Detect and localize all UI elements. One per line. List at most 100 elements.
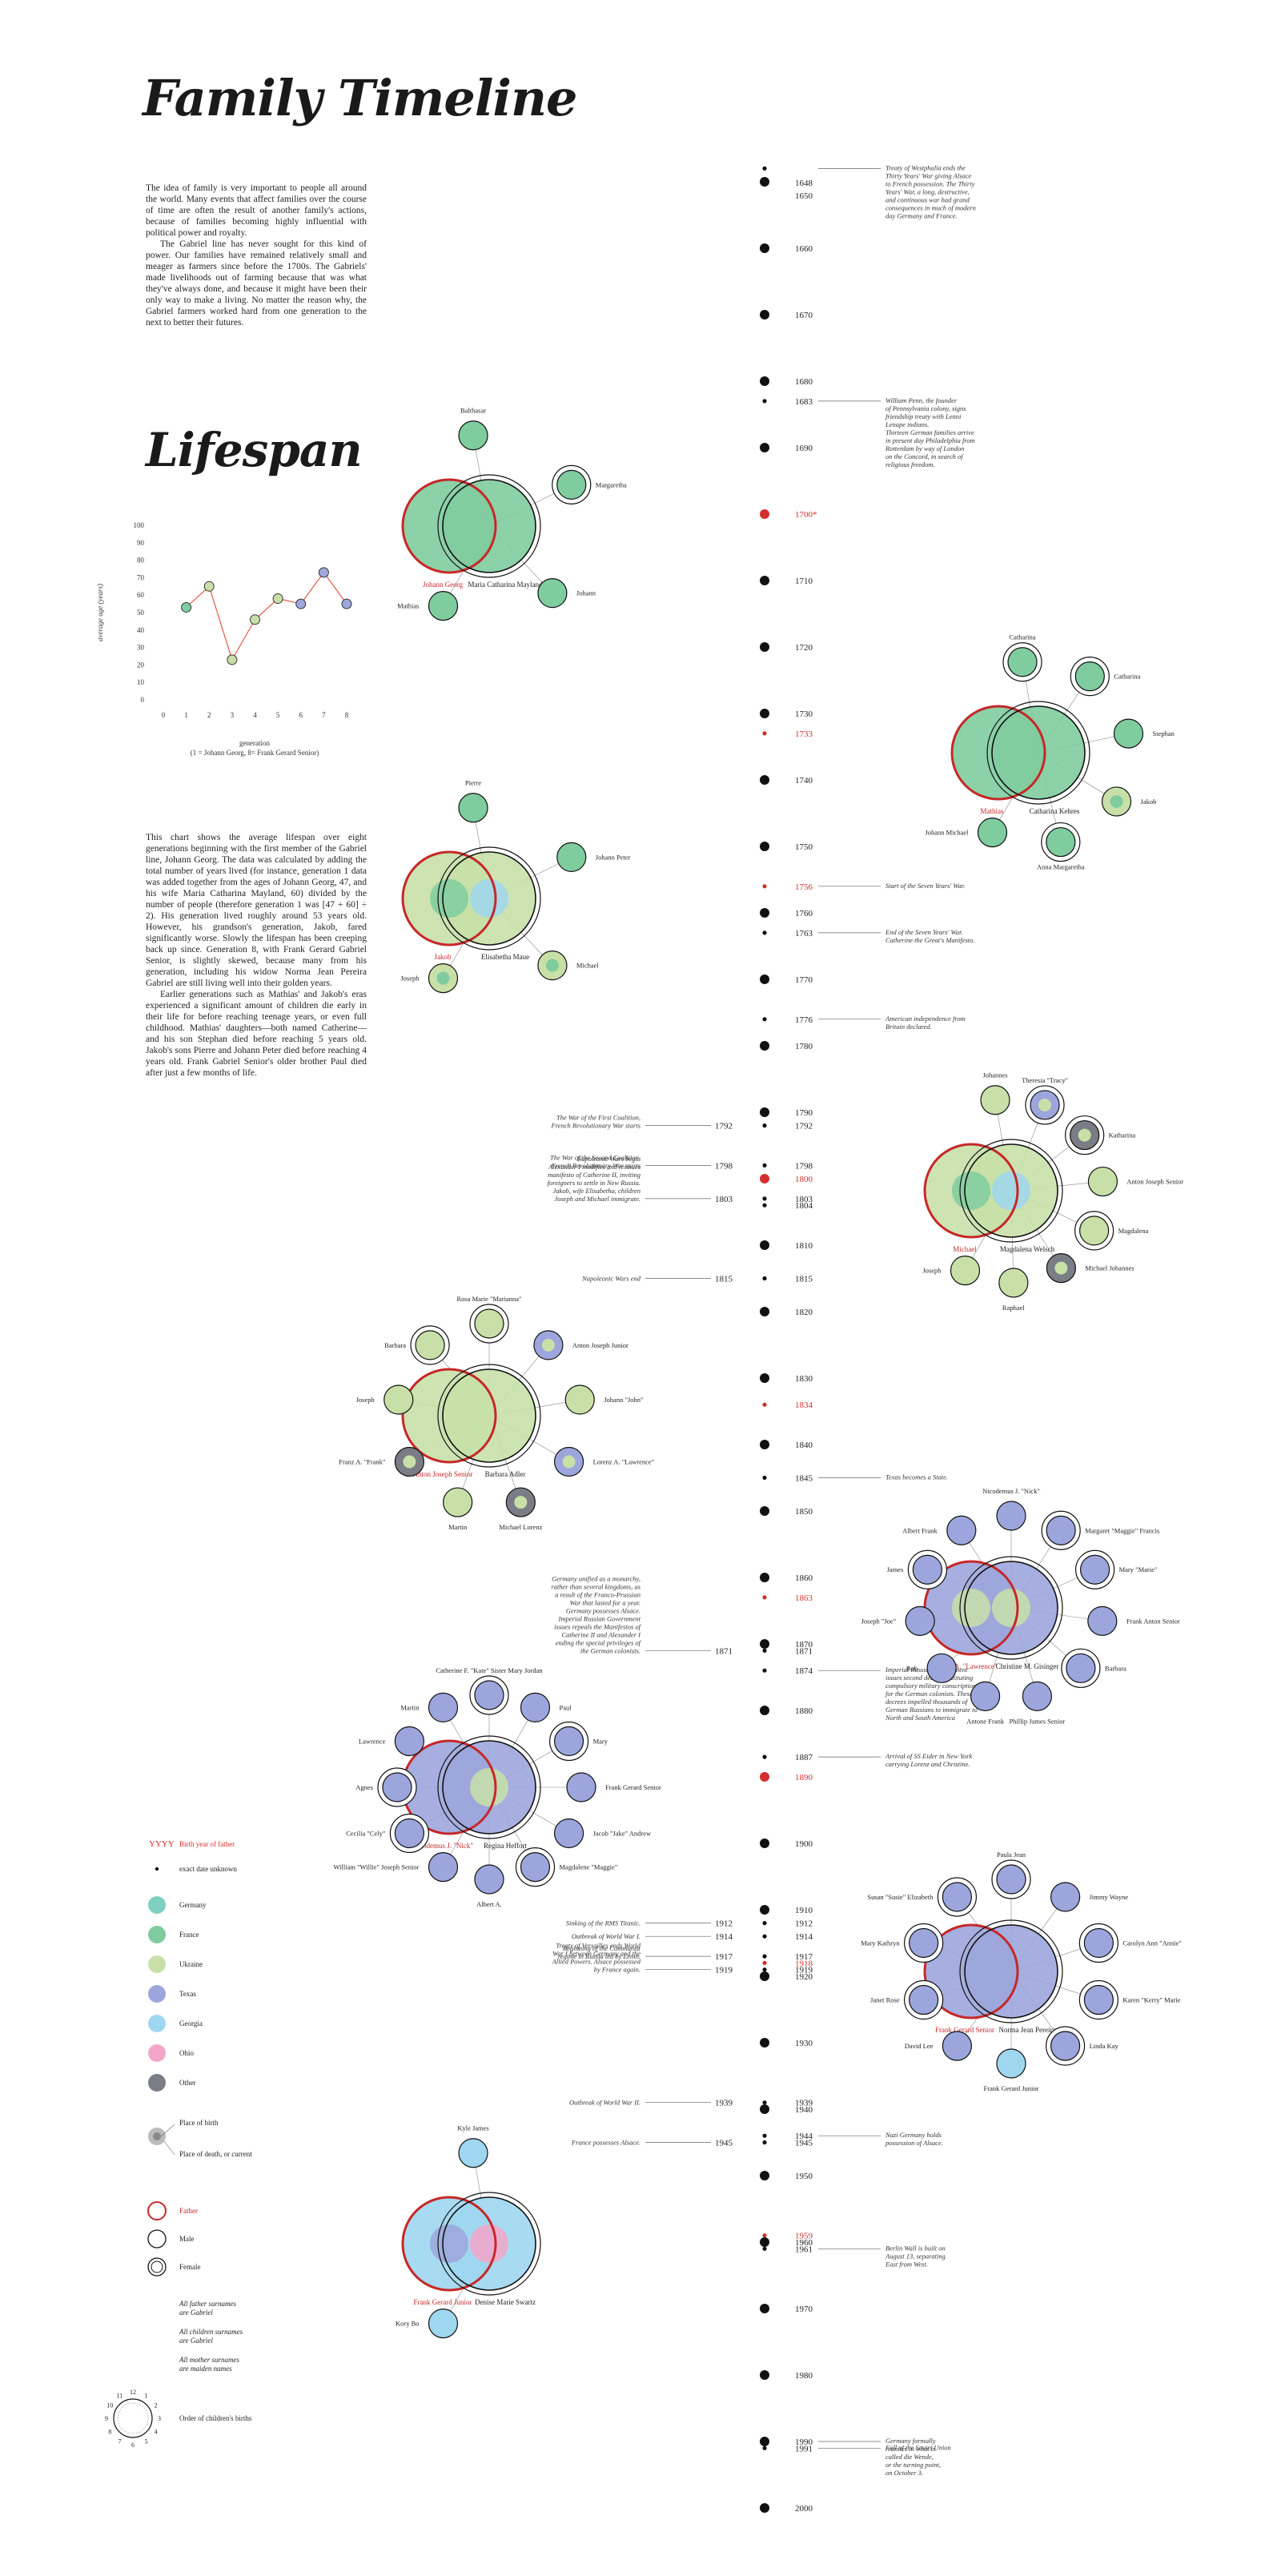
child-frank-anton-senior: Frank Anton Senior <box>1087 1605 1180 1636</box>
timeline-marker <box>762 1123 767 1128</box>
child-circle <box>537 578 568 609</box>
child-name: Kory Bo <box>396 2320 420 2328</box>
child-circle <box>428 2308 459 2339</box>
event-text: issues repeals the Manifestos of <box>554 1622 641 1630</box>
father-name: Frank Gerard Senior <box>935 2026 994 2034</box>
event-text: Start of the Seven Years' War. <box>885 882 965 890</box>
timeline-year-1804: 1804 <box>795 1201 813 1211</box>
child-birthplace <box>514 1496 528 1509</box>
child-margaret-maggie-francis: Margaret "Maggie" Francis <box>1041 1510 1159 1550</box>
child-name: Lawrence <box>359 1738 386 1746</box>
mother-name: Catharina Kehres <box>1030 807 1080 815</box>
timeline-year-1756: 1756 <box>795 882 813 892</box>
timeline-year-1834: 1834 <box>795 1401 813 1410</box>
timeline-marker <box>760 1373 769 1383</box>
timeline-year-1680: 1680 <box>795 377 813 387</box>
legend-female-inner-ring <box>151 2261 163 2273</box>
child-name: Johann <box>576 589 596 597</box>
family-johann-georg: Johann Georg Maria Catharina Mayland Balth… <box>397 407 627 621</box>
timeline-marker <box>760 908 769 918</box>
x-tick-label: 4 <box>253 711 257 719</box>
event-text: compulsory military conscription <box>885 1682 976 1690</box>
timeline-marker <box>760 1107 769 1117</box>
event-text: on the Concord, in search of <box>885 452 964 460</box>
x-tick-label: 3 <box>231 711 235 719</box>
event-year-1912: 1912 <box>715 1919 733 1929</box>
timeline-year-1790: 1790 <box>795 1108 813 1118</box>
child-mary-marie: Mary "Marie" <box>1075 1549 1157 1589</box>
lifespan-text: This chart shows the average lifespan ov… <box>146 832 367 1079</box>
timeline-marker <box>762 1754 767 1759</box>
child-name: Balthasar <box>460 407 486 415</box>
legend-leader <box>163 2140 175 2156</box>
child-kory-bo: Kory Bo <box>396 2308 459 2339</box>
clock-number: 11 <box>117 2392 123 2399</box>
father-birthplace <box>430 879 468 918</box>
father-name: Frank Gerard Junior <box>414 2298 472 2306</box>
child-name: Antone Frank <box>966 1717 1005 1725</box>
child-name: Joseph <box>922 1267 942 1275</box>
mother-ring <box>964 1561 1058 1655</box>
data-point-gen-5 <box>272 593 283 605</box>
event-year-1914: 1914 <box>715 1932 733 1942</box>
timeline-year-1887: 1887 <box>795 1753 813 1762</box>
event-text: Britain declared. <box>885 1023 932 1031</box>
child-michael-lorenz: Michael Lorenz <box>499 1487 543 1531</box>
event-text: Years' War, a long, destructive, <box>885 187 970 195</box>
event-text: Outbreak of World War II. <box>569 2099 640 2107</box>
child-birthplace <box>1038 1098 1052 1111</box>
clock-number: 6 <box>131 2441 135 2449</box>
legend-note: All children surnames <box>179 2328 243 2336</box>
event-year-1939: 1939 <box>715 2099 733 2108</box>
child-johannes: Johannes <box>980 1071 1010 1115</box>
timeline-marker <box>762 1967 767 1972</box>
child-name: Carolyn Ann "Annie" <box>1122 1939 1182 1947</box>
timeline-year-1961: 1961 <box>795 2244 813 2254</box>
father-name: Johann Georg <box>423 581 464 589</box>
clock-number: 9 <box>105 2415 108 2422</box>
legend-place-birth-dot <box>153 2132 161 2140</box>
event-text: American independence from <box>885 1015 966 1023</box>
clock-icon <box>113 2398 153 2438</box>
child-name: Jakob <box>1141 798 1157 806</box>
timeline-marker <box>760 1240 769 1250</box>
x-tick-label: 6 <box>299 711 303 719</box>
child-name: Jimmy Wayne <box>1090 1893 1129 1901</box>
timeline-marker <box>760 2437 769 2446</box>
child-circle <box>909 1984 939 2015</box>
event-text: decrees impelled thousands of <box>885 1698 969 1706</box>
child-circle <box>942 2031 973 2061</box>
child-name: Pierre <box>465 779 482 787</box>
timeline-year-1960: 1960 <box>795 2238 813 2248</box>
child-name: Johann Michael <box>925 829 969 837</box>
event-year-1945: 1945 <box>715 2139 733 2148</box>
child-name: Frank Gerard Junior <box>984 2084 1039 2092</box>
father-ring <box>401 850 497 946</box>
mother-name: Denise Marie Swartz <box>475 2298 536 2306</box>
timeline-marker <box>760 2370 769 2380</box>
family-jakob: Jakob Elisabetha Maue Pierre Johann Peter Mi… <box>400 779 631 994</box>
legend-swatch-germany <box>148 1896 166 1914</box>
child-name: Mary Kathryn <box>861 1939 900 1947</box>
timeline-year-1830: 1830 <box>795 1374 813 1384</box>
child-linda-kay: Linda Kay <box>1045 2026 1118 2066</box>
event-text: consequences in much of modern <box>885 203 976 211</box>
lifespan-paragraph-2: Earlier generations such as Mathias' and… <box>146 990 367 1078</box>
child-birthplace <box>1110 794 1123 808</box>
clock-number: 12 <box>130 2389 136 2396</box>
timeline-marker <box>760 1440 769 1449</box>
timeline-marker <box>762 1276 767 1281</box>
legend: YYYY Birth year of father exact date unkno… <box>105 1839 252 2449</box>
timeline-marker <box>760 2104 769 2114</box>
timeline-marker <box>762 2100 767 2105</box>
event-text: Beginning of the Communist <box>563 1944 641 1952</box>
child-catharina: Catharina <box>1002 633 1042 682</box>
timeline-marker <box>760 1706 769 1715</box>
timeline-marker <box>762 399 767 404</box>
event-year-1798: 1798 <box>715 1161 733 1171</box>
mother-circle <box>443 480 536 573</box>
timeline-marker <box>760 775 769 785</box>
intro-paragraph-2: The Gabriel line has never sought for th… <box>146 239 367 328</box>
event-text: Napoleonic Wars begin <box>576 1155 641 1163</box>
